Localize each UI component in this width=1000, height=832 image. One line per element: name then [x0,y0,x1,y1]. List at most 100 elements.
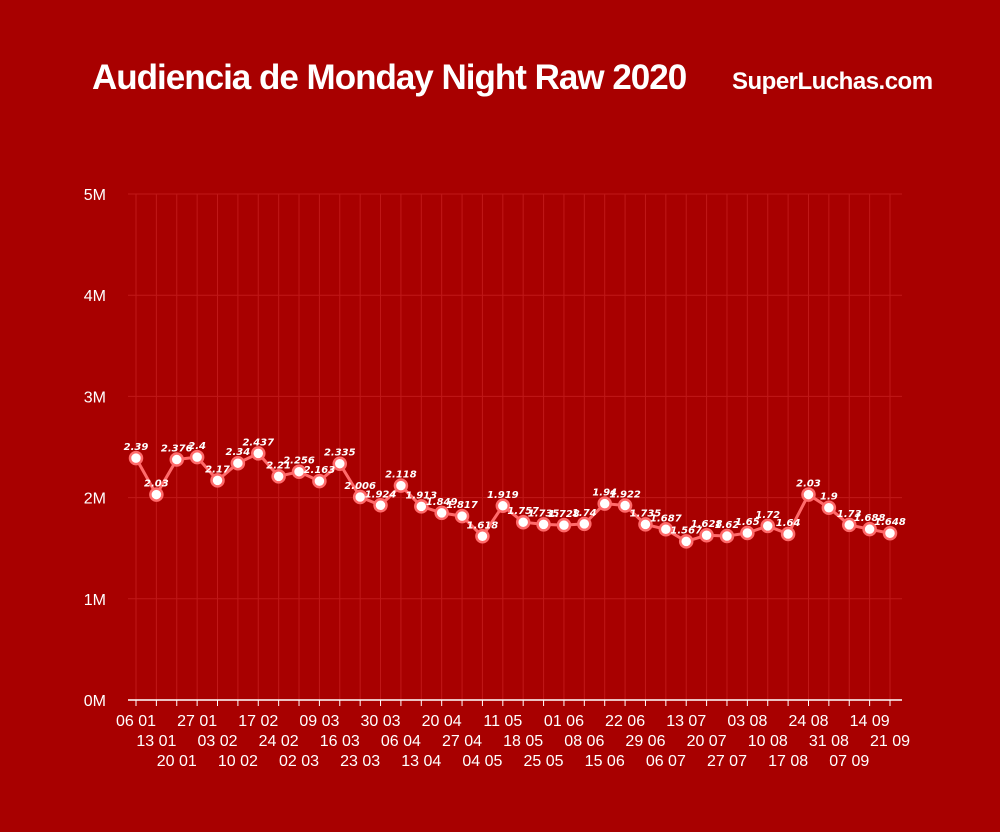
data-point [678,534,694,549]
x-tick-label: 03 08 [727,713,767,730]
data-label: 2.4 [188,441,206,452]
data-point [515,514,531,530]
data-point [414,499,429,514]
x-tick-label: 11 05 [483,713,522,730]
data-label: 2.03 [796,479,821,490]
data-label: 1.688 [854,513,886,524]
y-tick-label: 1M [84,592,106,609]
x-tick-label: 22 06 [605,713,645,730]
data-label: 2.256 [283,456,315,467]
x-tick-label: 27 04 [442,733,482,750]
data-label: 2.34 [226,447,251,458]
x-tick-label: 24 02 [259,733,299,750]
chart-title: Audiencia de Monday Night Raw 2020 [92,58,687,97]
x-tick-label: 27 01 [177,713,217,730]
x-tick-label: 31 08 [809,733,849,750]
data-point [821,500,837,515]
data-point [760,518,775,534]
x-tick-label: 02 03 [279,753,319,770]
x-tick-label: 01 06 [544,713,584,730]
data-label: 1.618 [467,520,499,531]
data-point [169,452,185,467]
data-label: 2.03 [144,479,169,490]
x-tick-label: 23 03 [340,753,380,770]
data-label: 2.437 [242,437,274,448]
x-tick-label: 25 05 [524,753,564,770]
x-tick-label: 10 02 [218,753,258,770]
data-label: 1.64 [776,518,801,529]
data-point [393,478,409,493]
data-point [312,473,327,489]
brand-label: SuperLuchas.com [732,68,933,95]
x-tick-label: 10 08 [748,733,788,750]
data-point [882,525,898,541]
y-tick-label: 0M [84,693,106,710]
data-label: 1.9 [820,492,838,503]
data-label: 1.919 [487,490,519,501]
data-point [536,517,551,532]
data-label: 1.817 [446,500,478,511]
data-label: 1.735 [630,508,662,519]
data-label: 1.924 [365,489,397,500]
data-point [658,522,674,537]
x-tick-label: 17 02 [238,713,278,730]
x-tick-label: 08 06 [564,733,604,750]
data-point [230,455,246,471]
data-point [189,449,205,465]
data-label: 2.21 [266,460,291,471]
x-tick-label: 13 04 [401,753,441,770]
data-label: 2.118 [385,470,417,481]
x-tick-label: 20 01 [157,753,197,770]
y-tick-label: 2M [84,491,106,508]
x-tick-label: 17 08 [768,753,808,770]
x-tick-label: 27 07 [707,753,747,770]
x-tick-label: 18 05 [503,733,543,750]
data-label: 1.922 [609,489,641,500]
data-point [210,473,225,488]
x-tick-label: 06 04 [381,733,421,750]
data-label: 1.735 [528,508,560,519]
data-label: 2.17 [205,464,230,475]
data-point [719,528,735,544]
data-label: 2.376 [161,444,193,455]
x-tick-label: 13 07 [666,713,706,730]
data-label: 1.72 [755,510,780,521]
data-point [291,464,307,479]
data-point [780,526,796,542]
data-point [841,517,857,533]
x-tick-label: 30 03 [361,713,401,730]
data-point [128,450,144,466]
data-point [149,487,164,502]
data-point [352,489,368,505]
data-label: 1.648 [874,517,906,528]
data-label: 1.74 [572,508,597,519]
x-tick-label: 06 01 [116,713,156,730]
y-tick-label: 3M [84,389,106,406]
x-tick-label: 03 02 [197,733,237,750]
x-tick-label: 06 07 [646,753,686,770]
data-point [251,446,266,461]
data-point [271,469,286,484]
data-label: 1.567 [670,525,702,536]
x-tick-label: 15 06 [585,753,625,770]
x-tick-label: 16 03 [320,733,360,750]
data-label: 2.335 [324,448,356,459]
data-label: 1.913 [405,490,437,501]
data-point [699,527,714,543]
x-tick-label: 20 04 [422,713,462,730]
data-label: 1.628 [691,519,723,530]
data-point [597,496,612,511]
y-tick-label: 4M [84,288,106,305]
x-tick-label: 07 09 [829,753,869,770]
data-point [577,516,592,532]
x-tick-label: 09 03 [299,713,339,730]
data-point [617,498,633,513]
data-point [740,525,755,541]
data-point [454,508,470,524]
data-point [556,517,572,533]
data-label: 1.687 [650,513,682,524]
data-point [862,521,877,537]
data-label: 2.39 [124,442,149,453]
